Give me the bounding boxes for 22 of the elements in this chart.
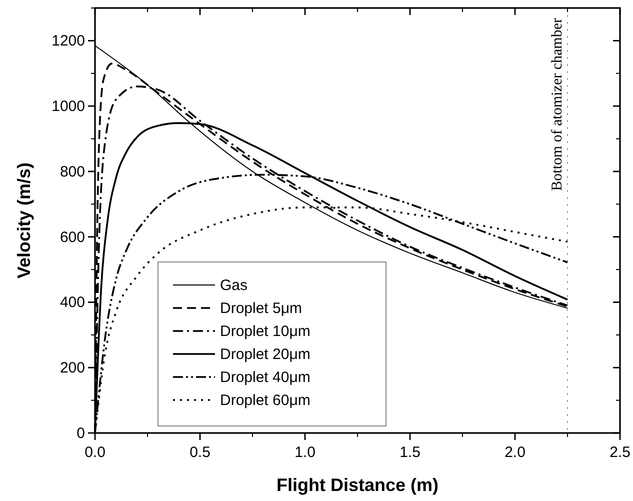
x-tick-label: 2.0 [504, 444, 526, 461]
y-tick-label: 400 [60, 294, 85, 312]
y-tick-label: 0 [76, 425, 85, 442]
y-tick-label: 200 [60, 360, 85, 377]
legend-label: Droplet 20μm [220, 346, 310, 363]
legend-label: Droplet 10μm [220, 323, 310, 340]
x-tick-label: 0.5 [190, 444, 210, 461]
y-tick-label: 1200 [52, 32, 85, 50]
y-tick-label: 1000 [52, 98, 85, 116]
legend-label: Droplet 60μm [220, 392, 310, 409]
y-tick-label: 800 [60, 163, 85, 180]
x-axis-title: Flight Distance (m) [276, 475, 439, 495]
legend-label: Droplet 40μm [220, 369, 310, 386]
ref-line-label: Bottom of atomizer chamber [550, 18, 566, 191]
x-tick-label: 2.5 [610, 444, 630, 461]
x-tick-label: 1.5 [400, 444, 420, 461]
y-axis-title: Velocity (m/s) [14, 162, 34, 279]
x-tick-label: 1.0 [294, 444, 316, 461]
x-tick-label: 0.0 [84, 444, 106, 461]
y-tick-label: 600 [60, 228, 85, 246]
legend-label: Droplet 5μm [220, 300, 302, 317]
legend-label: Gas [220, 277, 248, 294]
